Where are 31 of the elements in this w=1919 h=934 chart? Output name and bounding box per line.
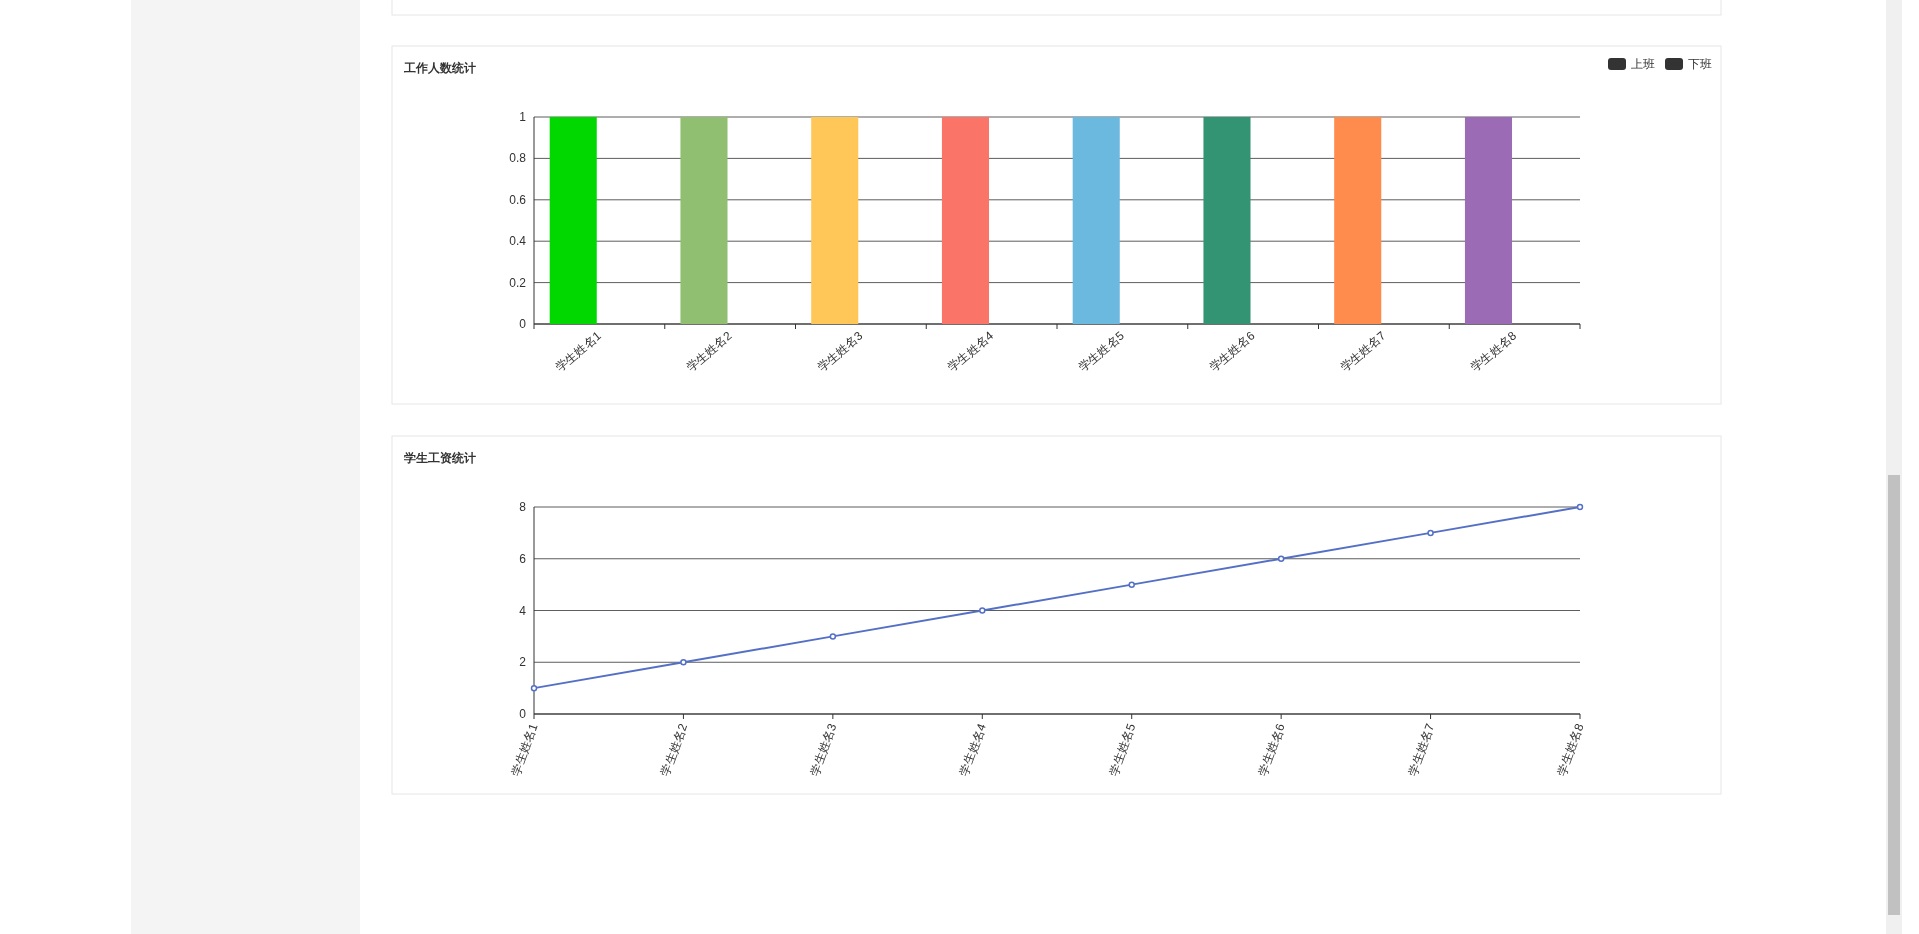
x-tick-label: 学生姓名3 (814, 328, 866, 375)
y-tick-label: 4 (519, 603, 527, 618)
chart-title: 工作人数统计 (403, 61, 476, 75)
x-tick-label: 学生姓名4 (945, 328, 997, 375)
legend-label: 下班 (1688, 57, 1712, 71)
text: 上班 (1631, 57, 1655, 71)
x-tick-label: 学生姓名8 (1468, 328, 1520, 375)
y-tick-label: 1 (519, 110, 527, 124)
y-tick-label: 0.6 (509, 192, 527, 207)
y-tick-label: 0 (519, 707, 527, 721)
y-tick-label: 0.8 (509, 151, 527, 166)
y-tick-label: 8 (519, 500, 527, 514)
x-tick-label: 学生姓名2 (658, 721, 691, 778)
x-tick-label: 学生姓名7 (1405, 721, 1438, 778)
x-tick-label: 学生姓名7 (1337, 328, 1389, 375)
y-tick-label: 0.2 (509, 275, 527, 290)
x-tick-label: 学生姓名5 (1075, 328, 1128, 375)
y-tick-label: 2 (519, 655, 527, 670)
x-tick-label: 学生姓名6 (1255, 721, 1288, 778)
y-tick-label: 0.4 (509, 234, 527, 249)
x-tick-label: 学生姓名1 (508, 721, 541, 778)
x-tick-label: 学生姓名5 (1106, 721, 1139, 778)
x-tick-label: 学生姓名3 (807, 721, 840, 778)
x-tick-label: 学生姓名4 (957, 721, 989, 778)
x-tick-label: 学生姓名2 (683, 328, 735, 375)
y-tick-label: 6 (519, 551, 527, 566)
x-tick-label: 学生姓名8 (1554, 721, 1587, 778)
y-tick-label: 0 (519, 317, 527, 331)
x-tick-label: 学生姓名1 (552, 328, 605, 375)
chart-title: 学生工资统计 (404, 451, 476, 465)
x-tick-label: 学生姓名6 (1206, 328, 1258, 375)
